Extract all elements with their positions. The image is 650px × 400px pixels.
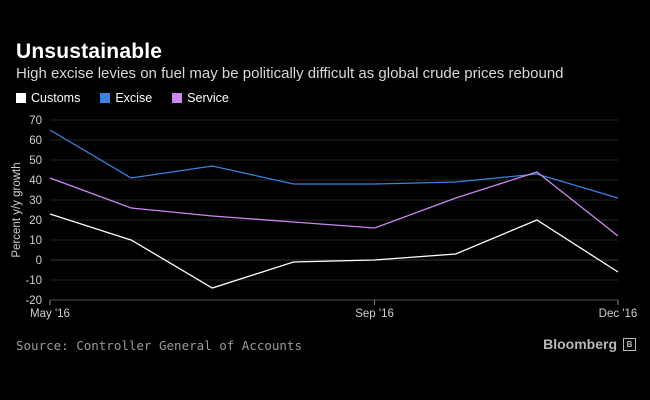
brand-logo: Bloomberg B bbox=[543, 336, 636, 352]
source-note: Source: Controller General of Accounts bbox=[16, 338, 302, 353]
y-tick-label: 70 bbox=[29, 115, 42, 127]
x-tick-label: May '16 bbox=[30, 308, 70, 320]
y-axis-label: Percent y/y growth bbox=[11, 162, 23, 257]
legend-label-customs: Customs bbox=[31, 91, 81, 105]
chart-subtitle: High excise levies on fuel may be politi… bbox=[16, 65, 564, 82]
legend-item-service: Service bbox=[172, 91, 229, 105]
brand-mark-icon: B bbox=[623, 337, 636, 351]
legend-item-excise: Excise bbox=[100, 91, 152, 105]
legend-item-customs: Customs bbox=[16, 91, 80, 105]
brand-name: Bloomberg bbox=[543, 336, 617, 352]
y-tick-label: 20 bbox=[29, 215, 42, 227]
x-tick-label: Dec '16 bbox=[599, 308, 638, 320]
series-line-service bbox=[49, 171, 619, 237]
chart-legend: Customs Excise Service bbox=[16, 91, 229, 105]
y-tick-label: -10 bbox=[25, 275, 42, 287]
legend-label-excise: Excise bbox=[115, 91, 153, 105]
legend-label-service: Service bbox=[187, 91, 229, 105]
y-tick-label: 30 bbox=[29, 195, 42, 207]
y-tick-label: 40 bbox=[29, 175, 42, 187]
x-tick-label: Sep '16 bbox=[355, 308, 394, 320]
series-line-customs bbox=[49, 213, 619, 289]
series-line-excise bbox=[49, 129, 619, 199]
legend-swatch-customs bbox=[16, 93, 26, 103]
legend-swatch-service bbox=[172, 93, 183, 103]
y-tick-label: 0 bbox=[36, 255, 42, 267]
y-tick-label: 10 bbox=[29, 235, 42, 247]
chart-title: Unsustainable bbox=[16, 40, 163, 63]
y-tick-label: 50 bbox=[29, 155, 42, 167]
legend-swatch-excise bbox=[100, 93, 111, 103]
y-tick-label: -20 bbox=[25, 295, 42, 307]
y-tick-label: 60 bbox=[29, 135, 42, 147]
